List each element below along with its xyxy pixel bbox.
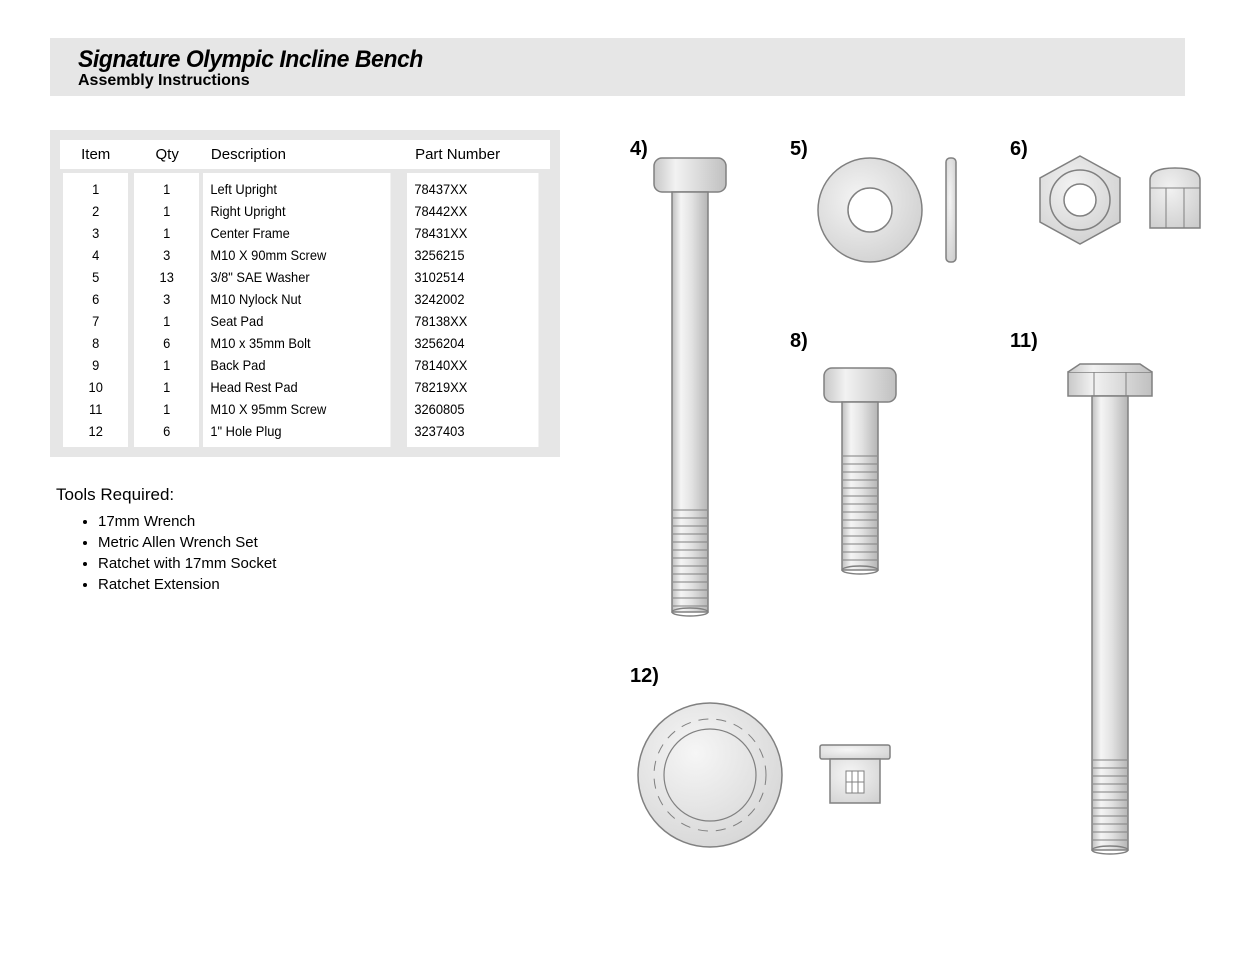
table-cell: 11 — [63, 398, 129, 420]
hw-label-12: 12) — [630, 665, 659, 688]
table-cell: 1 — [134, 354, 200, 376]
header-bar: Signature Olympic Incline Bench Assembly… — [50, 38, 1185, 96]
col-part-number: Part Number — [407, 140, 550, 171]
table-cell: 10 — [63, 376, 129, 398]
table-cell: 78219XX — [407, 376, 539, 398]
content-row: Item Qty Description Part Number 11Left … — [50, 130, 1185, 890]
parts-table-container: Item Qty Description Part Number 11Left … — [50, 130, 560, 457]
table-cell: Head Rest Pad — [203, 376, 391, 398]
bolt-35mm-icon — [810, 360, 910, 590]
table-cell: Seat Pad — [203, 310, 391, 332]
table-row: 1261" Hole Plug 3237403 — [60, 420, 550, 447]
col-item: Item — [60, 140, 131, 171]
table-cell: Left Upright — [203, 171, 391, 200]
table-cell: 12 — [63, 420, 129, 447]
left-column: Item Qty Description Part Number 11Left … — [50, 130, 560, 595]
list-item: Ratchet Extension — [98, 574, 560, 595]
table-row: 101Head Rest Pad 78219XX — [60, 376, 550, 398]
table-cell: 1 — [134, 171, 200, 200]
table-cell: 3256204 — [407, 332, 539, 354]
table-cell: 9 — [63, 354, 129, 376]
table-cell: 5 — [63, 266, 129, 288]
table-row: 5133/8" SAE Washer 3102514 — [60, 266, 550, 288]
table-cell: 1 — [63, 171, 129, 200]
col-qty: Qty — [131, 140, 202, 171]
table-row: 86M10 x 35mm Bolt 3256204 — [60, 332, 550, 354]
list-item: Metric Allen Wrench Set — [98, 532, 560, 553]
table-cell: 1 — [134, 310, 200, 332]
table-cell: 78431XX — [407, 222, 539, 244]
col-description: Description — [203, 140, 407, 171]
table-cell: Back Pad — [203, 354, 391, 376]
list-item: Ratchet with 17mm Socket — [98, 553, 560, 574]
table-cell: Center Frame — [203, 222, 391, 244]
table-cell: 3 — [134, 288, 200, 310]
table-cell: 8 — [63, 332, 129, 354]
table-cell: 3102514 — [407, 266, 539, 288]
nylock-nut-icon — [1030, 150, 1230, 260]
table-cell: 3242002 — [407, 288, 539, 310]
table-cell: 3237403 — [407, 420, 539, 447]
table-cell: M10 X 95mm Screw — [203, 398, 391, 420]
table-row: 63M10 Nylock Nut 3242002 — [60, 288, 550, 310]
list-item: 17mm Wrench — [98, 511, 560, 532]
product-title: Signature Olympic Incline Bench — [78, 46, 1129, 74]
table-cell: 3 — [134, 244, 200, 266]
table-row: 31Center Frame 78431XX — [60, 222, 550, 244]
table-cell: 6 — [134, 420, 200, 447]
hw-label-8: 8) — [790, 330, 808, 353]
table-cell: 3/8" SAE Washer — [203, 266, 391, 288]
table-cell: 2 — [63, 200, 129, 222]
table-row: 111M10 X 95mm Screw3260805 — [60, 398, 550, 420]
table-row: 43M10 X 90mm Screw 3256215 — [60, 244, 550, 266]
table-cell: 3 — [63, 222, 129, 244]
screw-95mm-icon — [1050, 360, 1170, 870]
table-row: 21Right Upright 78442XX — [60, 200, 550, 222]
screw-90mm-icon — [640, 150, 740, 630]
table-cell: 4 — [63, 244, 129, 266]
table-cell: 6 — [134, 332, 200, 354]
table-row: 71Seat Pad 78138XX — [60, 310, 550, 332]
hardware-diagrams: 4) 5) 6) 8) 11) 12) — [610, 130, 1185, 890]
table-cell: 3256215 — [407, 244, 539, 266]
table-header-row: Item Qty Description Part Number — [60, 140, 550, 171]
hw-label-11: 11) — [1010, 330, 1038, 353]
table-cell: M10 x 35mm Bolt — [203, 332, 391, 354]
hw-label-5: 5) — [790, 138, 808, 161]
table-cell: 78442XX — [407, 200, 539, 222]
parts-table-body: 11Left Upright78437XX21Right Upright7844… — [60, 171, 550, 447]
table-cell: M10 X 90mm Screw — [203, 244, 391, 266]
table-cell: 1 — [134, 200, 200, 222]
table-cell: 3260805 — [407, 398, 539, 420]
table-cell: M10 Nylock Nut — [203, 288, 391, 310]
table-cell: 13 — [134, 266, 200, 288]
page: Signature Olympic Incline Bench Assembly… — [0, 0, 1235, 930]
table-cell: 6 — [63, 288, 129, 310]
hole-plug-icon — [630, 690, 920, 870]
table-cell: 7 — [63, 310, 129, 332]
table-row: 11Left Upright78437XX — [60, 171, 550, 200]
table-cell: 78140XX — [407, 354, 539, 376]
table-cell: 1 — [134, 398, 200, 420]
subtitle: Assembly Instructions — [78, 72, 1173, 90]
table-cell: 1 — [134, 222, 200, 244]
table-cell: 78437XX — [407, 171, 539, 200]
parts-table: Item Qty Description Part Number 11Left … — [60, 140, 550, 447]
tools-heading: Tools Required: — [56, 485, 560, 505]
table-row: 91Back Pad 78140XX — [60, 354, 550, 376]
table-cell: 1" Hole Plug — [203, 420, 391, 447]
hw-label-6: 6) — [1010, 138, 1028, 161]
table-cell: Right Upright — [203, 200, 391, 222]
table-cell: 1 — [134, 376, 200, 398]
tools-list: 17mm WrenchMetric Allen Wrench SetRatche… — [98, 511, 560, 595]
table-cell: 78138XX — [407, 310, 539, 332]
washer-icon — [810, 150, 980, 280]
